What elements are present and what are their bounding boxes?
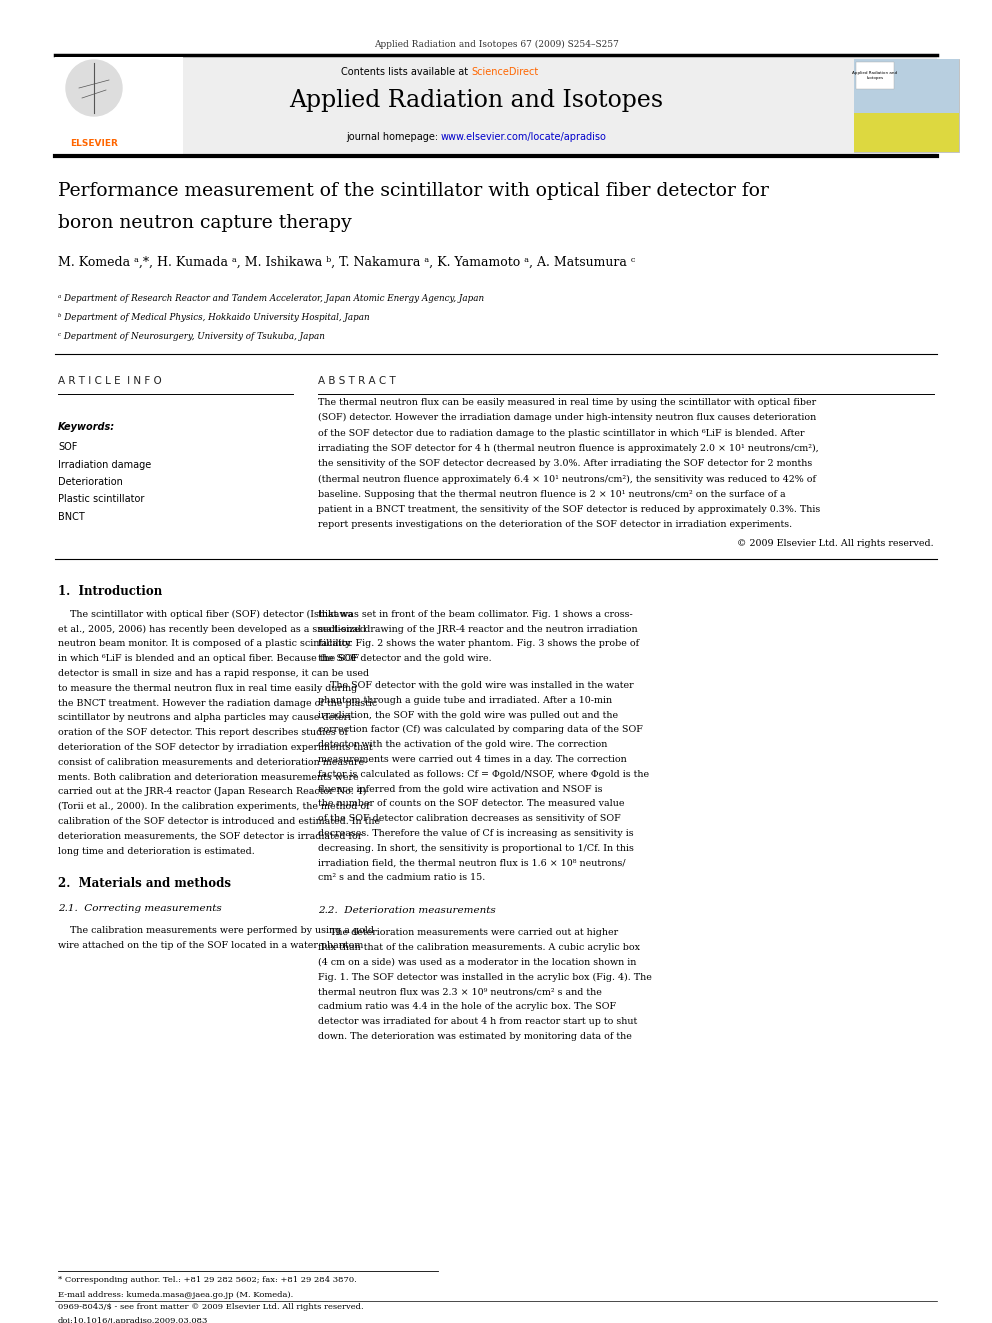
Text: doi:10.1016/j.apradiso.2009.03.083: doi:10.1016/j.apradiso.2009.03.083 bbox=[58, 1316, 208, 1323]
Text: to measure the thermal neutron flux in real time easily during: to measure the thermal neutron flux in r… bbox=[58, 684, 357, 693]
Text: wire attached on the tip of the SOF located in a water phantom: wire attached on the tip of the SOF loca… bbox=[58, 941, 363, 950]
Text: (Torii et al., 2000). In the calibration experiments, the method of: (Torii et al., 2000). In the calibration… bbox=[58, 802, 370, 811]
Text: detector is small in size and has a rapid response, it can be used: detector is small in size and has a rapi… bbox=[58, 669, 369, 677]
Text: irradiating the SOF detector for 4 h (thermal neutron fluence is approximately 2: irradiating the SOF detector for 4 h (th… bbox=[318, 445, 818, 452]
Text: BNCT: BNCT bbox=[58, 512, 84, 523]
Text: ments. Both calibration and deterioration measurements were: ments. Both calibration and deterioratio… bbox=[58, 773, 359, 782]
Text: ELSEVIER: ELSEVIER bbox=[70, 139, 118, 148]
Text: the number of counts on the SOF detector. The measured value: the number of counts on the SOF detector… bbox=[318, 799, 625, 808]
Text: of the SOF detector calibration decreases as sensitivity of SOF: of the SOF detector calibration decrease… bbox=[318, 814, 621, 823]
Text: A R T I C L E  I N F O: A R T I C L E I N F O bbox=[58, 376, 162, 386]
Bar bbox=[55, 57, 183, 153]
Text: patient in a BNCT treatment, the sensitivity of the SOF detector is reduced by a: patient in a BNCT treatment, the sensiti… bbox=[318, 505, 820, 515]
Text: (4 cm on a side) was used as a moderator in the location shown in: (4 cm on a side) was used as a moderator… bbox=[318, 958, 637, 967]
Text: baseline. Supposing that the thermal neutron fluence is 2 × 10¹ neutrons/cm² on : baseline. Supposing that the thermal neu… bbox=[318, 490, 786, 499]
Text: (SOF) detector. However the irradiation damage under high-intensity neutron flux: (SOF) detector. However the irradiation … bbox=[318, 413, 816, 422]
Text: SOF: SOF bbox=[58, 442, 77, 452]
Text: long time and deterioration is estimated.: long time and deterioration is estimated… bbox=[58, 847, 255, 856]
Text: * Corresponding author. Tel.: +81 29 282 5602; fax: +81 29 284 3870.: * Corresponding author. Tel.: +81 29 282… bbox=[58, 1275, 357, 1285]
Bar bbox=[854, 60, 959, 152]
Text: irradiation, the SOF with the gold wire was pulled out and the: irradiation, the SOF with the gold wire … bbox=[318, 710, 618, 720]
Text: report presents investigations on the deterioration of the SOF detector in irrad: report presents investigations on the de… bbox=[318, 520, 793, 529]
Text: neutron beam monitor. It is composed of a plastic scintillator: neutron beam monitor. It is composed of … bbox=[58, 639, 352, 648]
Text: deterioration of the SOF detector by irradiation experiments that: deterioration of the SOF detector by irr… bbox=[58, 744, 373, 751]
Circle shape bbox=[66, 60, 122, 116]
Text: Applied Radiation and Isotopes: Applied Radiation and Isotopes bbox=[289, 89, 663, 111]
Text: The scintillator with optical fiber (SOF) detector (Ishikawa: The scintillator with optical fiber (SOF… bbox=[58, 610, 353, 619]
Text: www.elsevier.com/locate/apradiso: www.elsevier.com/locate/apradiso bbox=[441, 132, 607, 142]
Text: that was set in front of the beam collimator. Fig. 1 shows a cross-: that was set in front of the beam collim… bbox=[318, 610, 633, 619]
Text: decreases. Therefore the value of Cf is increasing as sensitivity is: decreases. Therefore the value of Cf is … bbox=[318, 830, 634, 837]
Text: Keywords:: Keywords: bbox=[58, 422, 115, 433]
Text: 1.  Introduction: 1. Introduction bbox=[58, 585, 163, 598]
Text: cadmium ratio was 4.4 in the hole of the acrylic box. The SOF: cadmium ratio was 4.4 in the hole of the… bbox=[318, 1002, 616, 1011]
Text: phantom through a guide tube and irradiated. After a 10-min: phantom through a guide tube and irradia… bbox=[318, 696, 612, 705]
Text: Irradiation damage: Irradiation damage bbox=[58, 459, 151, 470]
Text: sectional drawing of the JRR-4 reactor and the neutron irradiation: sectional drawing of the JRR-4 reactor a… bbox=[318, 624, 638, 634]
Bar bbox=[854, 60, 959, 112]
Text: cm² s and the cadmium ratio is 15.: cm² s and the cadmium ratio is 15. bbox=[318, 873, 485, 882]
Bar bbox=[856, 62, 894, 89]
Text: Performance measurement of the scintillator with optical fiber detector for: Performance measurement of the scintilla… bbox=[58, 183, 769, 200]
Text: facility. Fig. 2 shows the water phantom. Fig. 3 shows the probe of: facility. Fig. 2 shows the water phantom… bbox=[318, 639, 639, 648]
Text: The SOF detector with the gold wire was installed in the water: The SOF detector with the gold wire was … bbox=[318, 681, 634, 689]
Bar bbox=[854, 112, 959, 152]
Text: the SOF detector and the gold wire.: the SOF detector and the gold wire. bbox=[318, 654, 492, 663]
Text: M. Komeda ᵃ,*, H. Kumada ᵃ, M. Ishikawa ᵇ, T. Nakamura ᵃ, K. Yamamoto ᵃ, A. Mats: M. Komeda ᵃ,*, H. Kumada ᵃ, M. Ishikawa … bbox=[58, 255, 635, 269]
Text: irradiation field, the thermal neutron flux is 1.6 × 10⁸ neutrons/: irradiation field, the thermal neutron f… bbox=[318, 859, 626, 868]
Text: © 2009 Elsevier Ltd. All rights reserved.: © 2009 Elsevier Ltd. All rights reserved… bbox=[737, 538, 934, 548]
Text: The deterioration measurements were carried out at higher: The deterioration measurements were carr… bbox=[318, 929, 618, 937]
Text: measurements were carried out 4 times in a day. The correction: measurements were carried out 4 times in… bbox=[318, 755, 627, 763]
Text: 0969-8043/$ - see front matter © 2009 Elsevier Ltd. All rights reserved.: 0969-8043/$ - see front matter © 2009 El… bbox=[58, 1303, 364, 1311]
Text: A B S T R A C T: A B S T R A C T bbox=[318, 376, 396, 386]
Text: The thermal neutron flux can be easily measured in real time by using the scinti: The thermal neutron flux can be easily m… bbox=[318, 398, 816, 407]
Text: in which ⁶LiF is blended and an optical fiber. Because the SOF: in which ⁶LiF is blended and an optical … bbox=[58, 654, 359, 663]
Text: (thermal neutron fluence approximately 6.4 × 10¹ neutrons/cm²), the sensitivity : (thermal neutron fluence approximately 6… bbox=[318, 475, 816, 484]
Text: the BNCT treatment. However the radiation damage of the plastic: the BNCT treatment. However the radiatio… bbox=[58, 699, 377, 708]
Text: factor is calculated as follows: Cf = Φgold/NSOF, where Φgold is the: factor is calculated as follows: Cf = Φg… bbox=[318, 770, 649, 779]
Bar bbox=[55, 57, 937, 153]
Text: Contents lists available at: Contents lists available at bbox=[340, 67, 471, 77]
Text: Applied Radiation and Isotopes 67 (2009) S254–S257: Applied Radiation and Isotopes 67 (2009)… bbox=[374, 40, 618, 49]
Text: scintillator by neutrons and alpha particles may cause deteri-: scintillator by neutrons and alpha parti… bbox=[58, 713, 354, 722]
Text: journal homepage:: journal homepage: bbox=[346, 132, 441, 142]
Text: decreasing. In short, the sensitivity is proportional to 1/Cf. In this: decreasing. In short, the sensitivity is… bbox=[318, 844, 634, 853]
Text: deterioration measurements, the SOF detector is irradiated for: deterioration measurements, the SOF dete… bbox=[58, 832, 362, 840]
Text: of the SOF detector due to radiation damage to the plastic scintillator in which: of the SOF detector due to radiation dam… bbox=[318, 429, 805, 438]
Text: 2.1.  Correcting measurements: 2.1. Correcting measurements bbox=[58, 905, 222, 913]
Text: ScienceDirect: ScienceDirect bbox=[471, 67, 539, 77]
Text: Plastic scintillator: Plastic scintillator bbox=[58, 495, 145, 504]
Text: flux than that of the calibration measurements. A cubic acrylic box: flux than that of the calibration measur… bbox=[318, 943, 640, 953]
Text: correction factor (Cf) was calculated by comparing data of the SOF: correction factor (Cf) was calculated by… bbox=[318, 725, 643, 734]
Text: thermal neutron flux was 2.3 × 10⁹ neutrons/cm² s and the: thermal neutron flux was 2.3 × 10⁹ neutr… bbox=[318, 987, 602, 996]
Text: 2.  Materials and methods: 2. Materials and methods bbox=[58, 877, 231, 890]
Text: Deterioration: Deterioration bbox=[58, 478, 123, 487]
Text: The calibration measurements were performed by using a gold: The calibration measurements were perfor… bbox=[58, 926, 374, 935]
Text: E-mail address: kumeda.masa@jaea.go.jp (M. Komeda).: E-mail address: kumeda.masa@jaea.go.jp (… bbox=[58, 1291, 294, 1299]
Text: boron neutron capture therapy: boron neutron capture therapy bbox=[58, 214, 352, 232]
Text: the sensitivity of the SOF detector decreased by 3.0%. After irradiating the SOF: the sensitivity of the SOF detector decr… bbox=[318, 459, 812, 468]
Text: detector was irradiated for about 4 h from reactor start up to shut: detector was irradiated for about 4 h fr… bbox=[318, 1017, 637, 1025]
Text: 2.2.  Deterioration measurements: 2.2. Deterioration measurements bbox=[318, 906, 496, 916]
Text: et al., 2005, 2006) has recently been developed as a small-sized: et al., 2005, 2006) has recently been de… bbox=[58, 624, 366, 634]
Text: consist of calibration measurements and deterioration measure-: consist of calibration measurements and … bbox=[58, 758, 367, 767]
Text: fluence inferred from the gold wire activation and NSOF is: fluence inferred from the gold wire acti… bbox=[318, 785, 602, 794]
Text: detector with the activation of the gold wire. The correction: detector with the activation of the gold… bbox=[318, 740, 607, 749]
Text: oration of the SOF detector. This report describes studies of: oration of the SOF detector. This report… bbox=[58, 728, 348, 737]
Text: carried out at the JRR-4 reactor (Japan Research Reactor No. 4): carried out at the JRR-4 reactor (Japan … bbox=[58, 787, 366, 796]
Text: ᵇ Department of Medical Physics, Hokkaido University Hospital, Japan: ᵇ Department of Medical Physics, Hokkaid… bbox=[58, 314, 370, 321]
Text: ᶜ Department of Neurosurgery, University of Tsukuba, Japan: ᶜ Department of Neurosurgery, University… bbox=[58, 332, 324, 341]
Text: calibration of the SOF detector is introduced and estimated. In the: calibration of the SOF detector is intro… bbox=[58, 816, 380, 826]
Text: down. The deterioration was estimated by monitoring data of the: down. The deterioration was estimated by… bbox=[318, 1032, 632, 1041]
Text: Fig. 1. The SOF detector was installed in the acrylic box (Fig. 4). The: Fig. 1. The SOF detector was installed i… bbox=[318, 972, 652, 982]
Text: ᵃ Department of Research Reactor and Tandem Accelerator, Japan Atomic Energy Age: ᵃ Department of Research Reactor and Tan… bbox=[58, 294, 484, 303]
Text: Applied Radiation and
Isotopes: Applied Radiation and Isotopes bbox=[852, 71, 898, 79]
